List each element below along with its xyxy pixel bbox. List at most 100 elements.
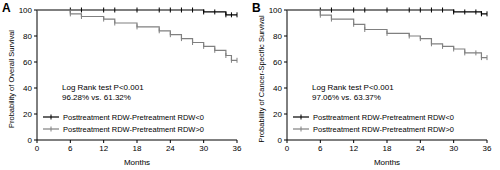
censor-mark [475, 9, 476, 14]
censor-mark [231, 58, 232, 63]
censor-mark [487, 11, 488, 16]
censor-mark [137, 24, 138, 29]
y-tick [284, 36, 287, 37]
censor-mark [409, 34, 410, 39]
x-axis-label: Months [124, 158, 150, 167]
legend-label: Posttreatment RDW-Pretreatment RDW<0 [63, 113, 204, 122]
y-tick-label: 40 [273, 84, 282, 93]
censor-mark [420, 8, 421, 13]
censor-mark [320, 13, 321, 18]
censor-mark [387, 31, 388, 36]
y-tick [284, 62, 287, 63]
legend-marker [51, 127, 52, 132]
x-axis-label: Months [374, 158, 400, 167]
x-tick-label: 0 [35, 144, 40, 153]
censor-mark [387, 8, 388, 13]
x-tick [287, 140, 288, 143]
censor-mark [203, 44, 204, 49]
x-tick [237, 140, 238, 143]
y-tick [284, 114, 287, 115]
y-axis [37, 10, 38, 140]
censor-mark [214, 48, 215, 53]
x-tick [103, 140, 104, 143]
x-tick [203, 140, 204, 143]
y-tick-label: 80 [23, 32, 32, 41]
y-tick-label: 20 [273, 110, 282, 119]
figure: A 0 20 40 60 80 100 0 6 12 18 24 30 36 Months Probabili… [0, 0, 500, 170]
censor-mark [442, 44, 443, 49]
y-axis [287, 10, 288, 140]
y-tick-label: 80 [273, 32, 282, 41]
x-tick [353, 140, 354, 143]
censor-mark [364, 8, 365, 13]
x-tick [487, 140, 488, 143]
censor-mark [453, 9, 454, 14]
survival-curve [37, 10, 237, 60]
censor-mark [181, 36, 182, 41]
x-tick-label: 0 [285, 144, 290, 153]
panel: A020406080100061218243036MonthsProbabili… [2, 1, 242, 167]
x-tick-label: 6 [68, 144, 73, 153]
censor-mark [225, 53, 226, 58]
censor-mark [475, 50, 476, 55]
y-tick [34, 88, 37, 89]
censor-mark [159, 28, 160, 33]
censor-mark [464, 50, 465, 55]
x-tick [137, 140, 138, 143]
censor-mark [453, 47, 454, 52]
x-tick [320, 140, 321, 143]
censor-mark [331, 17, 332, 22]
y-tick [34, 36, 37, 37]
censor-mark [231, 12, 232, 17]
censor-mark [170, 32, 171, 37]
censor-mark [420, 36, 421, 41]
legend-label: Posttreatment RDW-Pretreatment RDW<0 [313, 113, 454, 122]
annotation: 96.28% vs. 61.32% [62, 93, 131, 102]
x-tick [453, 140, 454, 143]
legend-marker [301, 115, 302, 120]
y-tick-label: 40 [23, 84, 32, 93]
censor-mark [114, 8, 115, 13]
y-tick [34, 10, 37, 11]
censor-mark [481, 11, 482, 16]
censor-mark [103, 17, 104, 22]
censor-mark [481, 55, 482, 60]
censor-mark [81, 8, 82, 13]
x-tick-label: 30 [199, 144, 208, 153]
censor-mark [70, 11, 71, 16]
data-group [287, 8, 487, 61]
censor-mark [442, 8, 443, 13]
y-tick [284, 10, 287, 11]
censor-mark [214, 9, 215, 14]
x-tick-label: 24 [416, 144, 425, 153]
y-tick [284, 88, 287, 89]
censor-mark [192, 8, 193, 13]
x-tick [387, 140, 388, 143]
censor-mark [137, 8, 138, 13]
x-tick [70, 140, 71, 143]
y-tick-label: 60 [273, 58, 282, 67]
censor-mark [237, 58, 238, 63]
censor-mark [192, 40, 193, 45]
annotation: Log Rank test P<0.001 [312, 83, 394, 92]
x-tick-label: 18 [133, 144, 142, 153]
censor-mark [487, 55, 488, 60]
y-tick-label: 100 [19, 6, 33, 15]
legend-marker [301, 127, 302, 132]
x-tick-label: 6 [318, 144, 323, 153]
x-tick [420, 140, 421, 143]
censor-mark [353, 8, 354, 13]
legend-label: Posttreatment RDW-Pretreatment RDW>0 [313, 125, 454, 134]
censor-mark [237, 12, 238, 17]
y-tick [34, 62, 37, 63]
panel-label: A [2, 1, 11, 15]
censor-mark [431, 8, 432, 13]
censor-mark [203, 9, 204, 14]
panel-label: B [252, 1, 261, 15]
censor-mark [170, 8, 171, 13]
x-tick-label: 36 [233, 144, 242, 153]
x-tick-label: 36 [483, 144, 492, 153]
censor-mark [409, 8, 410, 13]
x-tick-label: 12 [99, 144, 108, 153]
y-axis-label: Probability of Overall Survival [7, 30, 16, 128]
